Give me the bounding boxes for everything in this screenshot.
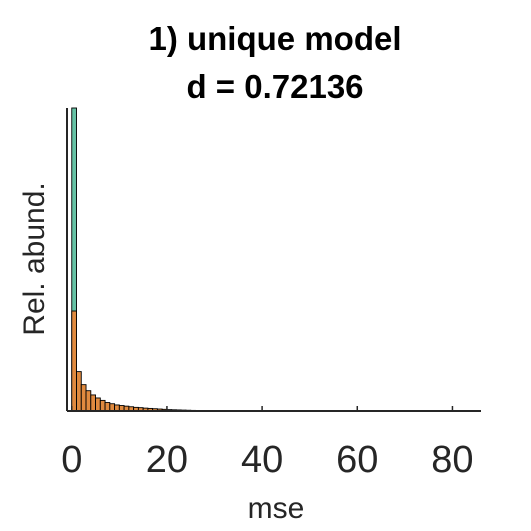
x-tick-label-3: 60 [336, 439, 378, 481]
chart-title-line-1: 1) unique model [148, 20, 401, 57]
histogram-bar-s1-1 [76, 371, 82, 412]
histogram-bar-s1-3 [85, 390, 92, 412]
histogram-bar-s1-4 [90, 394, 97, 412]
histogram-bar-s1-5 [95, 397, 101, 412]
chart-title-line-2: d = 0.72136 [186, 68, 363, 105]
histogram-bar-s1-8 [109, 403, 116, 412]
x-axis-label: mse [248, 492, 305, 525]
y-axis-label: Rel. abund. [18, 182, 51, 335]
x-tick-label-2: 40 [241, 439, 283, 481]
histogram-bar-s1-2 [80, 384, 87, 412]
x-tick-label-1: 20 [146, 439, 188, 481]
histogram-bar-s1-6 [99, 399, 106, 412]
bars-layer [71, 107, 239, 412]
histogram-bar-s1-0 [71, 310, 77, 412]
x-tick-label-0: 0 [61, 439, 82, 481]
x-tick-label-4: 80 [431, 439, 473, 481]
x-ticks-layer: 0 20 40 60 80 [61, 406, 474, 481]
histogram-bar-s1-7 [104, 402, 111, 412]
